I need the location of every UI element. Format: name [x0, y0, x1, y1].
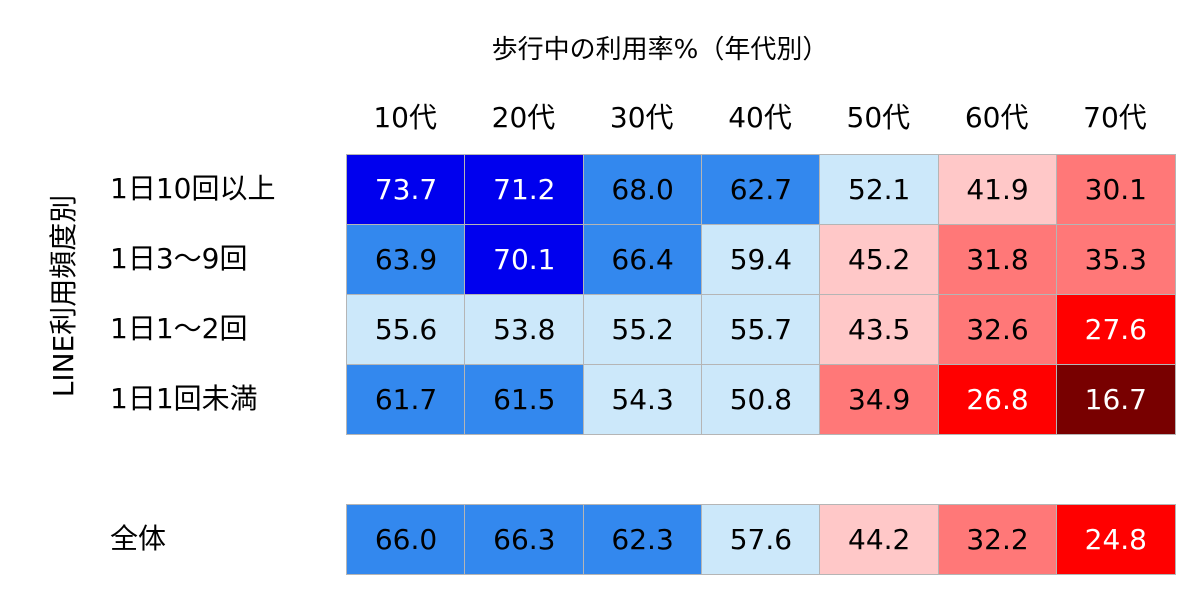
heatmap-cell: 26.8: [937, 364, 1058, 435]
heatmap-cell: 66.3: [464, 504, 585, 575]
heatmap-cell: 50.8: [700, 364, 821, 435]
heatmap-cell: 66.4: [582, 224, 703, 295]
column-header: 60代: [964, 101, 1029, 134]
heatmap-cell: 63.9: [346, 224, 466, 295]
row-label: 1日3〜9回: [110, 242, 248, 275]
heatmap-cell: 71.2: [464, 154, 585, 225]
heatmap-cell: 44.2: [819, 504, 940, 575]
heatmap-cell: 70.1: [464, 224, 585, 295]
heatmap-cell: 34.9: [819, 364, 940, 435]
heatmap-cell: 35.3: [1055, 224, 1176, 295]
heatmap-cell: 32.2: [937, 504, 1058, 575]
column-header: 70代: [1083, 101, 1147, 134]
heatmap-cell: 57.6: [700, 504, 821, 575]
column-header: 50代: [846, 101, 911, 134]
heatmap-cell: 61.5: [464, 364, 585, 435]
heatmap-cell: 52.1: [819, 154, 940, 225]
heatmap-cell: 66.0: [346, 504, 466, 575]
heatmap-cell: 54.3: [582, 364, 703, 435]
heatmap-cell: 30.1: [1055, 154, 1176, 225]
heatmap-cell: 55.6: [346, 294, 466, 365]
heatmap-cell: 55.7: [700, 294, 821, 365]
column-header: 20代: [491, 101, 556, 134]
heatmap-cell: 16.7: [1055, 364, 1176, 435]
column-header: 10代: [373, 101, 437, 134]
heatmap-cell: 73.7: [346, 154, 466, 225]
heatmap-cell: 24.8: [1055, 504, 1176, 575]
column-header: 30代: [609, 101, 674, 134]
row-label: 1日1回未満: [110, 382, 258, 415]
heatmap-cell: 27.6: [1055, 294, 1176, 365]
column-header: 40代: [728, 101, 792, 134]
row-label: 1日1〜2回: [110, 312, 248, 345]
heatmap-cell: 62.7: [700, 154, 821, 225]
total-row-label: 全体: [110, 522, 167, 555]
heatmap-cell: 62.3: [582, 504, 703, 575]
y-axis-label: LINE利用頻度別: [47, 194, 80, 398]
heatmap-cell: 59.4: [700, 224, 821, 295]
heatmap-cell: 61.7: [346, 364, 466, 435]
heatmap-cell: 55.2: [582, 294, 703, 365]
chart-title: 歩行中の利用率%（年代別）: [491, 35, 829, 65]
heatmap-cell: 43.5: [819, 294, 940, 365]
heatmap-cell: 45.2: [819, 224, 940, 295]
heatmap-cell: 53.8: [464, 294, 585, 365]
heatmap-cell: 68.0: [582, 154, 703, 225]
row-label: 1日10回以上: [110, 172, 276, 205]
heatmap-cell: 32.6: [937, 294, 1058, 365]
heatmap-cell: 31.8: [937, 224, 1058, 295]
heatmap-cell: 41.9: [937, 154, 1058, 225]
